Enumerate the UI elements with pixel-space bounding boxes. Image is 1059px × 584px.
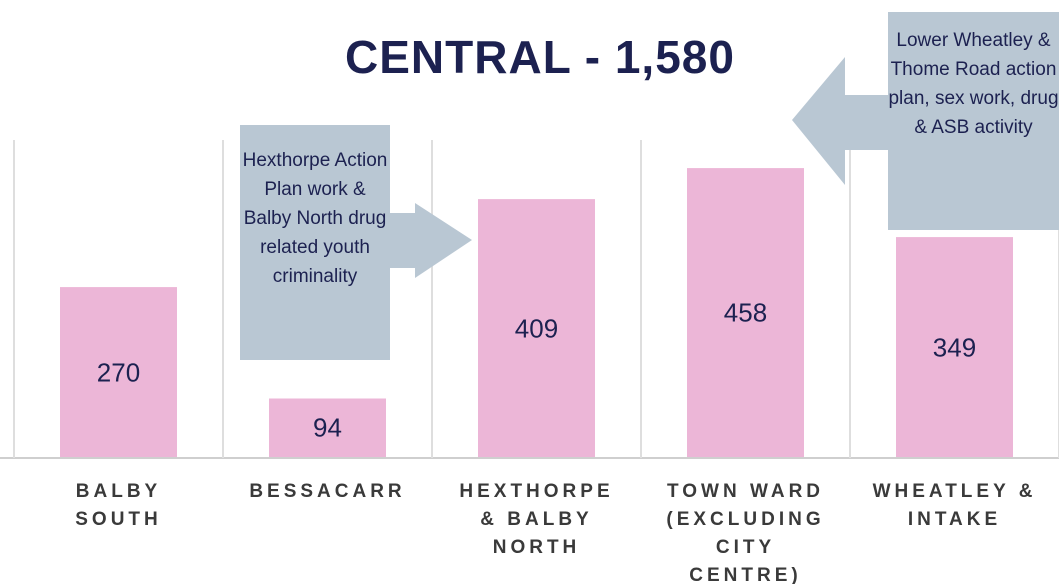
data-label: 409 bbox=[514, 313, 559, 344]
x-tick-label: BALBY SOUTH bbox=[75, 481, 162, 530]
bar bbox=[896, 237, 1013, 458]
annotation: Hexthorpe Action Plan work & Balby North… bbox=[242, 150, 388, 287]
bar bbox=[269, 398, 386, 458]
x-tick-label: WHEATLEY & INTAKE bbox=[872, 481, 1037, 530]
annotation-arrow bbox=[792, 12, 1059, 230]
data-label: 94 bbox=[313, 412, 342, 443]
x-tick-label: HEXTHORPE & BALBY NORTH bbox=[459, 481, 614, 558]
annotation-arrow bbox=[240, 125, 472, 360]
bar bbox=[687, 168, 804, 458]
bar bbox=[478, 199, 595, 458]
data-label: 458 bbox=[723, 297, 768, 328]
chart-title: CENTRAL - 1,580 bbox=[345, 31, 735, 83]
annotation: Lower Wheatley & Thome Road action plan,… bbox=[888, 30, 1059, 138]
data-label: 270 bbox=[96, 357, 141, 388]
x-tick-label: BESSACARR bbox=[249, 481, 406, 502]
data-label: 349 bbox=[932, 332, 977, 363]
bar bbox=[60, 287, 177, 458]
x-tick-label: TOWN WARD (EXCLUDING CITY CENTRE) bbox=[666, 481, 825, 584]
